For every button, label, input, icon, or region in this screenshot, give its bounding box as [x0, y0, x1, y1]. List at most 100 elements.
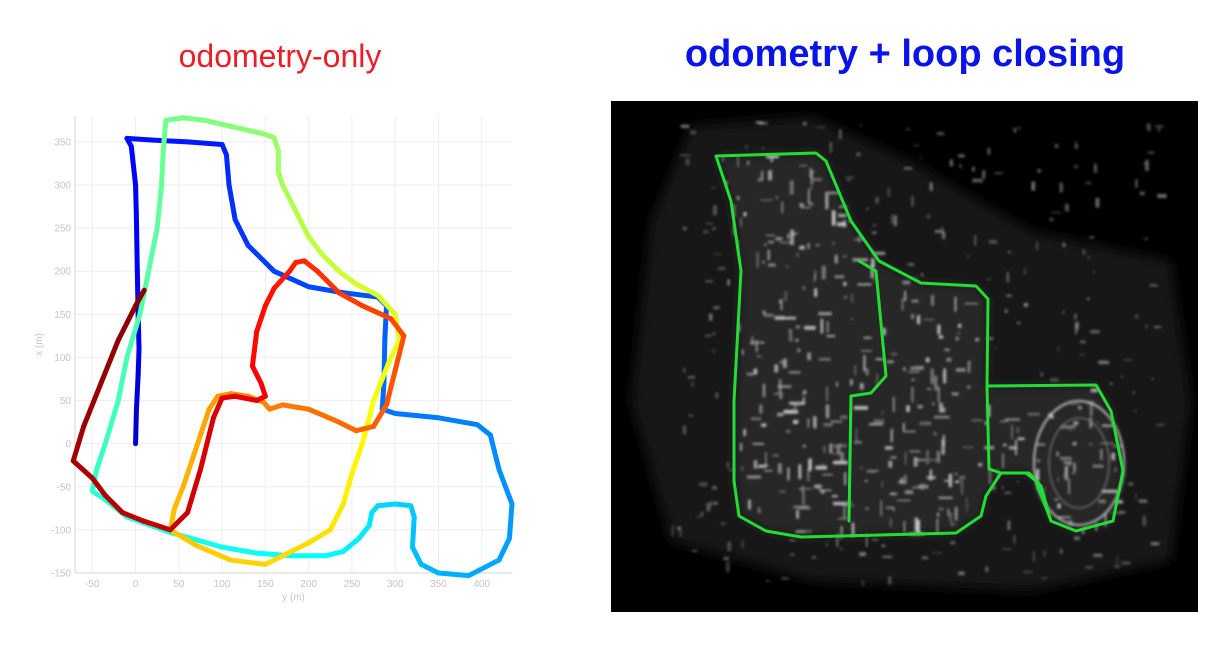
y-tick-label: 50 — [60, 396, 72, 407]
map-structure — [1073, 165, 1078, 169]
map-structure — [768, 170, 772, 181]
trajectory-segment — [384, 367, 398, 408]
map-structure — [1094, 163, 1097, 173]
trajectory-segment — [94, 441, 108, 473]
map-structure — [910, 313, 915, 320]
trajectory-segment — [141, 518, 173, 533]
map-structure — [1004, 308, 1008, 314]
map-structure — [1086, 297, 1090, 301]
map-structure — [1151, 377, 1154, 381]
trajectory-segment — [163, 115, 186, 123]
map-structure — [903, 167, 913, 170]
trajectory-segment — [474, 422, 493, 438]
map-structure — [929, 182, 933, 191]
map-structure — [916, 459, 926, 461]
map-structure — [810, 177, 823, 182]
map-structure — [906, 405, 910, 413]
map-structure — [712, 348, 715, 354]
trajectory-segment — [506, 501, 515, 542]
trajectory-segment — [70, 423, 87, 464]
map-structure — [872, 224, 877, 226]
trajectory-segment — [336, 290, 365, 309]
trajectory-segment — [340, 471, 355, 507]
map-structure — [800, 207, 811, 209]
map-structure — [934, 375, 938, 391]
map-structure — [798, 464, 802, 480]
trajectory-segment — [379, 354, 394, 382]
trajectory-segment — [223, 152, 232, 188]
map-structure — [840, 547, 843, 551]
map-structure — [913, 144, 920, 147]
map-structure — [777, 412, 784, 417]
trajectory-segment — [356, 523, 372, 542]
map-structure — [832, 501, 848, 506]
map-structure — [802, 121, 807, 126]
trajectory-segment — [359, 303, 394, 322]
map-structure — [1083, 249, 1085, 255]
trajectory-segment — [184, 467, 203, 516]
x-tick-label: 350 — [430, 579, 447, 590]
map-structure — [1145, 160, 1149, 171]
map-structure — [907, 263, 915, 266]
map-structure — [1004, 418, 1021, 421]
map-structure — [833, 444, 847, 448]
map-structure — [737, 196, 740, 200]
map-structure — [888, 576, 892, 585]
trajectory-path — [985, 384, 1053, 523]
map-structure — [999, 420, 1009, 423]
map-structure — [799, 203, 804, 207]
map-structure — [1017, 437, 1025, 441]
y-tick-label: -50 — [57, 482, 72, 493]
map-structure — [866, 207, 869, 210]
map-structure — [723, 557, 730, 560]
map-structure — [785, 266, 790, 268]
trajectory-segment — [193, 542, 234, 563]
map-structure — [1060, 425, 1076, 429]
map-structure — [1111, 512, 1124, 514]
map-structure — [761, 147, 766, 149]
map-structure — [818, 489, 832, 492]
map-structure — [913, 457, 918, 467]
map-structure — [1017, 480, 1019, 483]
map-structure — [861, 465, 863, 471]
map-structure — [711, 187, 716, 189]
map-structure — [728, 469, 736, 471]
trajectory-segment — [319, 251, 342, 274]
x-tick-label: 200 — [300, 579, 317, 590]
map-structure — [904, 490, 914, 494]
map-structure — [682, 425, 687, 435]
map-structure — [925, 357, 930, 363]
map-structure — [1139, 191, 1145, 196]
map-structure — [1088, 256, 1090, 260]
map-structure — [1132, 391, 1136, 394]
map-structure — [815, 465, 828, 470]
map-structure — [1036, 443, 1046, 446]
map-structure — [987, 147, 991, 155]
map-structure — [753, 460, 758, 469]
map-structure — [784, 291, 787, 302]
map-structure — [941, 227, 944, 230]
map-structure — [751, 336, 754, 345]
map-structure — [934, 415, 950, 419]
map-structure — [1007, 520, 1011, 531]
map-structure — [808, 189, 810, 204]
map-structure — [1101, 489, 1118, 493]
trajectory-segment — [418, 561, 441, 576]
map-structure — [690, 130, 697, 135]
trajectory-segment — [301, 258, 320, 274]
map-structure — [802, 286, 806, 290]
map-structure — [946, 357, 952, 362]
trajectory-segment — [135, 346, 142, 378]
trajectory-segment — [314, 268, 342, 296]
map-structure — [994, 172, 1003, 174]
map-structure — [947, 508, 949, 517]
map-structure — [903, 520, 905, 533]
map-structure — [905, 128, 911, 130]
map-structure — [923, 319, 935, 321]
map-structure — [857, 235, 862, 243]
map-structure — [1144, 237, 1148, 240]
map-structure — [960, 478, 963, 495]
map-structure — [1157, 194, 1167, 198]
map-structure — [871, 231, 877, 235]
map-structure — [677, 526, 681, 530]
